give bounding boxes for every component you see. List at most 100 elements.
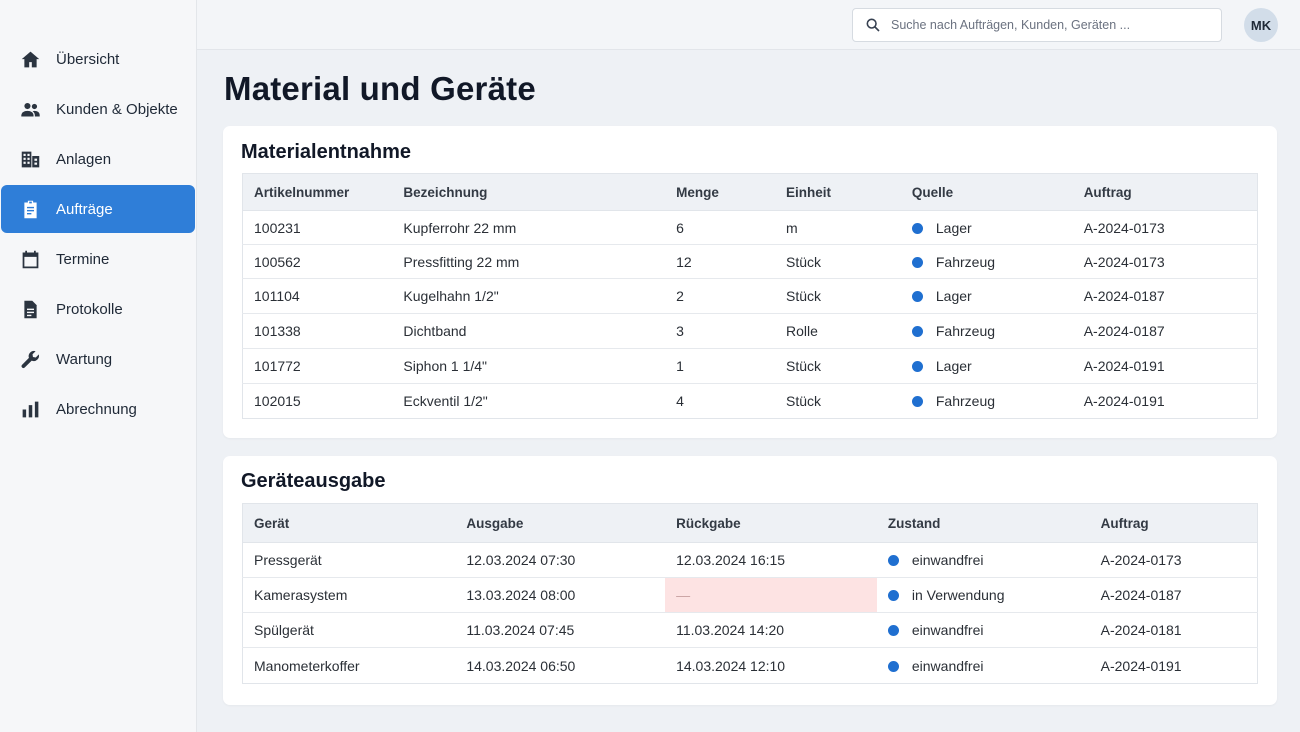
sidebar-item-abrechnung[interactable]: Abrechnung [1,385,195,433]
table-row[interactable]: 101104 Kugelhahn 1/2" 2 Stück Lager A-20… [242,278,1258,314]
cell-rueckgabe: 12.03.2024 16:15 [665,542,877,578]
cell-rueckgabe: 14.03.2024 12:10 [676,657,786,674]
cell-einheit: Stück [775,278,901,314]
sidebar-item-kunden[interactable]: Kunden & Objekte [1,85,195,133]
cell-einheit: Stück [775,348,901,384]
cell-auftrag: A-2024-0173 [1089,542,1258,578]
cell-artikel: 101772 [242,348,393,384]
devices-table: Gerät Ausgabe Rückgabe Zustand Auftrag P… [242,503,1258,684]
page-title: Material und Geräte [224,70,536,107]
cell-quelle: Lager [900,278,1073,314]
search-box[interactable] [852,8,1222,42]
cell-auftrag: A-2024-0173 [1072,244,1258,279]
cell-quelle: Fahrzeug [900,244,1073,279]
zustand-label: einwandfrei [911,552,984,568]
material-section-title: Materialentnahme [241,141,412,163]
cell-menge: 3 [665,313,775,349]
table-row[interactable]: Spülgerät 11.03.2024 07:45 11.03.2024 14… [242,612,1258,648]
cell-einheit: Stück [775,244,901,279]
cell-einheit: Stück [786,393,822,409]
cell-artikel: 102015 [254,393,301,409]
cell-auftrag: A-2024-0187 [1072,313,1258,349]
cell-ausgabe: 11.03.2024 07:45 [455,612,666,648]
table-row[interactable]: 100562 Pressfitting 22 mm 12 Stück Fahrz… [242,244,1258,279]
clipboard-icon [24,200,37,218]
zustand-label: einwandfrei [911,657,984,674]
status-dot [911,396,923,407]
home-icon [21,51,40,67]
cell-artikel: 101104 [242,278,393,314]
material-card: Materialentnahme Artikelnummer Bezeichnu… [223,126,1277,438]
cell-einheit: Rolle [775,313,901,349]
cell-menge: 4 [676,393,684,409]
wrench-icon [21,350,39,368]
sidebar-item-label: Kunden & Objekte [56,100,178,118]
cell-quelle: Fahrzeug [900,313,1073,349]
column-header: Artikelnummer [242,173,393,211]
column-header: Rückgabe [665,503,877,543]
sidebar-item-auftraege[interactable]: Aufträge [1,185,195,233]
sidebar-item-protokolle[interactable]: Protokolle [1,285,195,333]
cell-artikel: 101338 [242,313,393,349]
sidebar-item-label: Termine [56,250,110,268]
cell-geraet: Pressgerät [242,542,456,578]
sidebar-item-termine[interactable]: Termine [1,235,195,283]
sidebar-item-wartung[interactable]: Wartung [1,335,195,383]
cell-menge: 1 [665,348,775,384]
cell-bezeichnung: Eckventil 1/2" [403,393,488,409]
sidebar-item-uebersicht[interactable]: Übersicht [1,35,195,83]
cell-ausgabe: 13.03.2024 08:00 [455,577,666,613]
cell-menge: 2 [665,278,775,314]
sidebar: Übersicht Kunden & Objekte Anlagen Auftr… [0,0,197,732]
sidebar-item-label: Aufträge [56,200,113,218]
cell-geraet: Kamerasystem [242,577,456,613]
quelle-label: Lager [935,219,972,236]
cell-auftrag: A-2024-0181 [1089,612,1258,648]
table-header-row: Artikelnummer Bezeichnung Menge Einheit … [242,173,1258,211]
cell-menge: 12 [665,244,775,279]
sidebar-item-label: Wartung [56,350,113,368]
cell-zustand: einwandfrei [876,612,1090,648]
table-row[interactable]: Pressgerät 12.03.2024 07:30 12.03.2024 1… [242,542,1258,578]
status-dot [911,256,923,268]
column-header: Menge [665,173,775,211]
document-icon [24,300,37,318]
quelle-label: Fahrzeug [935,323,996,339]
cell-quelle: Lager [900,210,1073,245]
quelle-label: Fahrzeug [935,253,996,270]
table-row[interactable]: 102015 Eckventil 1/2" 4 Stück Fahrzeug A… [243,384,1258,419]
search-input[interactable] [891,18,1201,32]
sidebar-item-label: Anlagen [56,150,112,168]
cell-quelle: Lager [900,348,1073,384]
search-icon [866,18,880,32]
cell-rueckgabe: 11.03.2024 14:20 [665,612,877,648]
cell-einheit: m [775,210,901,245]
column-header: Einheit [775,173,901,211]
status-dot [911,291,923,302]
table-row[interactable]: 100231 Kupferrohr 22 mm 6 m Lager A-2024… [242,210,1258,245]
status-dot [911,222,923,234]
zustand-label: einwandfrei [911,622,984,638]
sidebar-item-label: Übersicht [56,50,120,68]
cell-geraet: Spülgerät [242,612,456,648]
table-row[interactable]: Kamerasystem 13.03.2024 08:00 — in Verwe… [242,577,1258,613]
quelle-label: Fahrzeug [935,393,996,409]
column-header: Bezeichnung [392,173,666,211]
cell-bezeichnung: Kugelhahn 1/2" [392,278,666,314]
avatar[interactable]: MK [1244,8,1278,42]
table-row[interactable]: 101772 Siphon 1 1/4" 1 Stück Lager A-202… [242,348,1258,384]
bar-chart-icon [22,401,39,417]
sidebar-item-anlagen[interactable]: Anlagen [1,135,195,183]
cell-artikel: 100562 [242,244,393,279]
column-header: Ausgabe [455,503,666,543]
table-row[interactable]: 101338 Dichtband 3 Rolle Fahrzeug A-2024… [242,313,1258,349]
column-header: Auftrag [1072,173,1258,211]
cell-auftrag: A-2024-0173 [1072,210,1258,245]
column-header: Auftrag [1089,503,1258,543]
cell-auftrag: A-2024-0191 [1072,348,1258,384]
column-header: Zustand [876,503,1090,543]
users-icon [21,102,40,116]
cell-bezeichnung: Dichtband [392,313,666,349]
table-row[interactable]: Manometerkoffer 14.03.2024 06:50 14.03.2… [243,648,1258,684]
cell-ausgabe: 14.03.2024 06:50 [466,657,576,674]
